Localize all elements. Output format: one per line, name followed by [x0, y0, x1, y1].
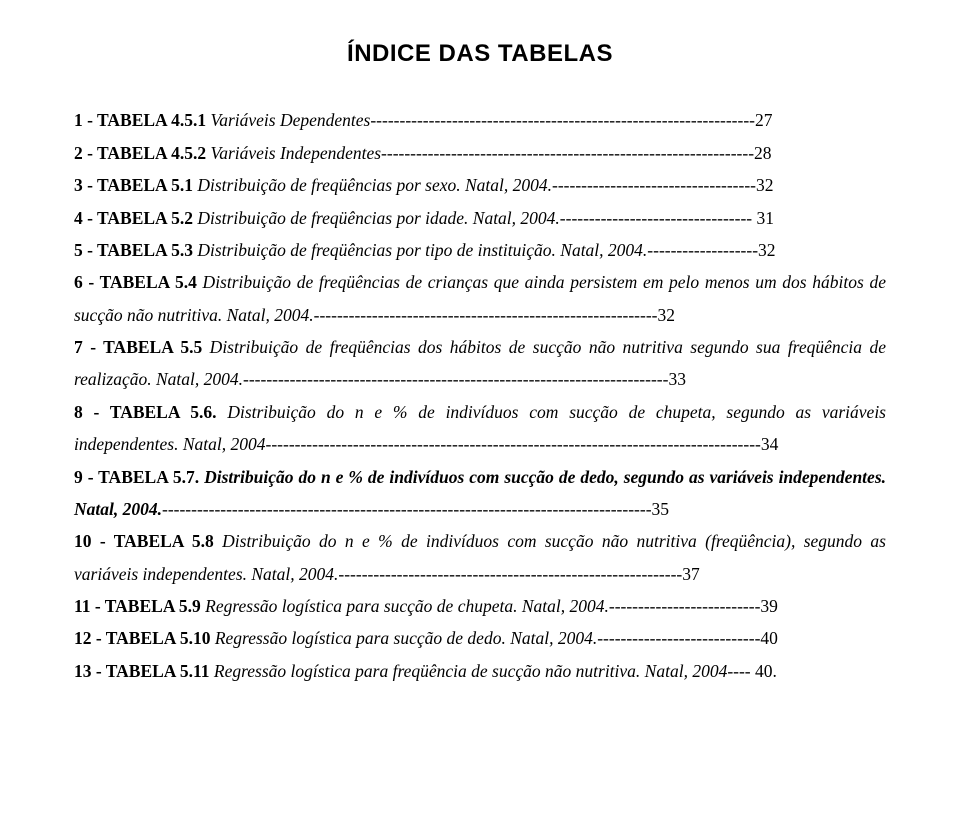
entry-description: Variáveis Dependentes: [206, 110, 370, 130]
toc-entry: 8 - TABELA 5.6. Distribuição do n e % de…: [74, 396, 886, 461]
entry-description: Regressão logística para freqüência de s…: [210, 661, 728, 681]
entry-fill: ----: [727, 661, 750, 681]
toc-entry: 7 - TABELA 5.5 Distribuição de freqüênci…: [74, 331, 886, 396]
entry-label: 6 - TABELA 5.4: [74, 272, 197, 292]
entry-fill: ----------------------------: [597, 628, 760, 648]
entry-label: 5 - TABELA 5.3: [74, 240, 193, 260]
entry-fill: -------------------: [647, 240, 758, 260]
entry-fill: --------------------------: [609, 596, 761, 616]
entry-page: 33: [668, 369, 686, 389]
entry-description: Distribuição de freqüências por idade. N…: [193, 208, 560, 228]
toc-entry: 1 - TABELA 4.5.1 Variáveis Dependentes--…: [74, 104, 886, 136]
entry-label: 2 - TABELA 4.5.2: [74, 143, 206, 163]
entry-fill: ---------------------------------: [560, 208, 752, 228]
entry-fill: ----------------------------------------…: [381, 143, 754, 163]
entry-page: 32: [658, 305, 676, 325]
entry-description: Distribuição de freqüências por tipo de …: [193, 240, 647, 260]
document-page: ÍNDICE DAS TABELAS 1 - TABELA 4.5.1 Vari…: [0, 0, 960, 813]
entry-page: 40: [760, 628, 778, 648]
toc-entry: 12 - TABELA 5.10 Regressão logística par…: [74, 622, 886, 654]
toc-entry: 11 - TABELA 5.9 Regressão logística para…: [74, 590, 886, 622]
entry-fill: ----------------------------------------…: [370, 110, 755, 130]
entry-page: 28: [754, 143, 772, 163]
entry-description: Regressão logística para sucção de chupe…: [201, 596, 609, 616]
entry-label: 10 - TABELA 5.8: [74, 531, 214, 551]
toc-entry: 10 - TABELA 5.8 Distribuição do n e % de…: [74, 525, 886, 590]
entry-description: Distribuição de freqüências por sexo. Na…: [193, 175, 552, 195]
entry-fill: ----------------------------------------…: [314, 305, 658, 325]
entry-label: 3 - TABELA 5.1: [74, 175, 193, 195]
entry-label: 11 - TABELA 5.9: [74, 596, 201, 616]
entry-fill: ----------------------------------------…: [162, 499, 652, 519]
toc-entry: 4 - TABELA 5.2 Distribuição de freqüênci…: [74, 202, 886, 234]
toc-entry: 9 - TABELA 5.7. Distribuição do n e % de…: [74, 461, 886, 526]
entry-page: 31: [752, 208, 774, 228]
entry-label: 12 - TABELA 5.10: [74, 628, 210, 648]
entry-page: 32: [758, 240, 776, 260]
table-of-contents: 1 - TABELA 4.5.1 Variáveis Dependentes--…: [74, 104, 886, 687]
toc-entry: 13 - TABELA 5.11 Regressão logística par…: [74, 655, 886, 687]
entry-page: 37: [682, 564, 700, 584]
entry-fill: ----------------------------------------…: [338, 564, 682, 584]
toc-entry: 3 - TABELA 5.1 Distribuição de freqüênci…: [74, 169, 886, 201]
entry-label: 4 - TABELA 5.2: [74, 208, 193, 228]
entry-page: 27: [755, 110, 773, 130]
entry-label: 8 - TABELA 5.6.: [74, 402, 217, 422]
entry-fill: ----------------------------------------…: [266, 434, 761, 454]
entry-description: Regressão logística para sucção de dedo.…: [210, 628, 597, 648]
entry-label: 7 - TABELA 5.5: [74, 337, 202, 357]
entry-label: 13 - TABELA 5.11: [74, 661, 210, 681]
entry-page: 32: [756, 175, 774, 195]
toc-entry: 6 - TABELA 5.4 Distribuição de freqüênci…: [74, 266, 886, 331]
entry-page: 35: [652, 499, 670, 519]
page-title: ÍNDICE DAS TABELAS: [74, 32, 886, 76]
entry-fill: ----------------------------------------…: [243, 369, 668, 389]
toc-entry: 5 - TABELA 5.3 Distribuição de freqüênci…: [74, 234, 886, 266]
toc-entry: 2 - TABELA 4.5.2 Variáveis Independentes…: [74, 137, 886, 169]
entry-label: 1 - TABELA 4.5.1: [74, 110, 206, 130]
entry-page: 34: [761, 434, 779, 454]
entry-page: 40.: [751, 661, 777, 681]
entry-description: Variáveis Independentes: [206, 143, 381, 163]
entry-page: 39: [760, 596, 778, 616]
entry-fill: -----------------------------------: [552, 175, 756, 195]
entry-label: 9 - TABELA 5.7.: [74, 467, 199, 487]
